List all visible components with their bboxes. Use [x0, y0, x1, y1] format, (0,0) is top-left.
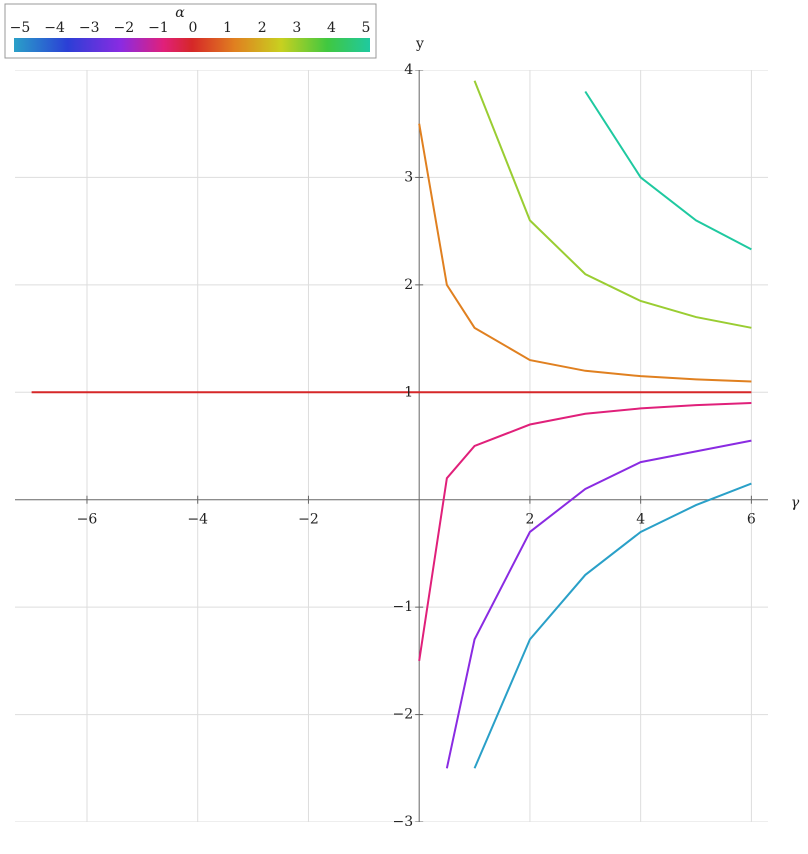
colorbar-tick-label: 5 — [362, 20, 371, 36]
colorbar-tick-label: −1 — [148, 20, 169, 36]
colorbar — [14, 38, 370, 52]
colorbar-title: α — [175, 5, 185, 21]
y-tick-label: 4 — [404, 62, 413, 78]
colorbar-tick-label: 1 — [223, 20, 232, 36]
x-axis-label: γ — [791, 495, 800, 511]
curve — [418, 123, 752, 383]
y-tick-label: −3 — [393, 814, 414, 830]
colorbar-tick-label: 4 — [327, 20, 336, 36]
curve — [473, 482, 752, 769]
y-axis-label: y — [415, 36, 424, 52]
y-tick-label: 3 — [404, 169, 413, 185]
colorbar-tick-label: −3 — [79, 20, 100, 36]
y-tick-label: 2 — [404, 277, 413, 293]
colorbar-tick-label: 2 — [258, 20, 267, 36]
curve — [473, 80, 752, 329]
colorbar-tick-label: −5 — [10, 20, 31, 36]
x-tick-label: 4 — [636, 512, 645, 528]
x-tick-label: 2 — [525, 512, 534, 528]
colorbar-tick-label: 0 — [189, 20, 198, 36]
x-tick-label: −2 — [298, 512, 319, 528]
plot-area — [15, 70, 768, 822]
y-tick-label: −2 — [393, 707, 414, 723]
x-tick-label: −6 — [77, 512, 98, 528]
x-tick-label: −4 — [187, 512, 208, 528]
colorbar-tick-label: −2 — [113, 20, 134, 36]
curve — [418, 402, 752, 662]
colorbar-tick-label: 3 — [292, 20, 301, 36]
colorbar-tick-label: −4 — [44, 20, 65, 36]
y-tick-label: 1 — [404, 384, 413, 400]
curve — [445, 439, 752, 769]
y-tick-label: −1 — [393, 599, 414, 615]
x-tick-label: 6 — [747, 512, 756, 528]
curve — [584, 90, 752, 251]
